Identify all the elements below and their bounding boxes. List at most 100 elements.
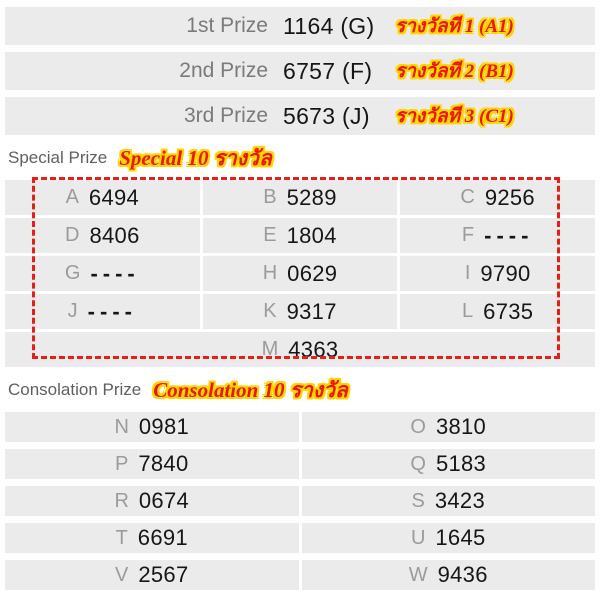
prize-grid-row: A 6494 B5289 C 9256 xyxy=(5,180,595,215)
prize-cell: I 9790 xyxy=(400,256,595,291)
consolation-prize-heading: Consolation Prize Consolation 10 รางวัล xyxy=(8,377,600,403)
prize-letter: N xyxy=(114,416,128,439)
prize-letter: A xyxy=(66,186,79,209)
prize-number: 3423 xyxy=(435,488,485,514)
prize-grid-row: N 0981 O 3810 xyxy=(5,412,595,442)
prize-grid-row: M 4363 xyxy=(5,332,595,367)
special-prize-highlight: Special 10 รางวัล xyxy=(119,142,271,175)
prize-rank-label: 3rd Prize xyxy=(5,104,268,128)
prize-number: 0674 xyxy=(139,488,189,514)
prize-cell: H 0629 xyxy=(203,256,398,291)
prize-cell: W 9436 xyxy=(302,560,596,590)
prize-rank-label: 2nd Prize xyxy=(5,59,268,83)
prize-grid-row: P 7840 Q 5183 xyxy=(5,449,595,479)
prize-number: 3810 xyxy=(436,414,486,440)
prize-number: ---- xyxy=(484,223,533,249)
special-prize-label: Special Prize xyxy=(8,148,107,168)
prize-number: ---- xyxy=(90,261,139,287)
prize-cell: T 6691 xyxy=(5,523,299,553)
prize-number: 6494 xyxy=(89,185,139,211)
prize-number: 1645 xyxy=(435,525,485,551)
prize-number: 8406 xyxy=(89,223,139,249)
prize-number: 5673 (J) xyxy=(283,103,381,130)
prize-letter: G xyxy=(65,262,81,285)
prize-row: 1st Prize 1164 (G) รางวัลที 1 (A1) xyxy=(5,7,595,45)
prize-letter: H xyxy=(263,262,277,285)
prize-number: 6735 xyxy=(483,299,533,325)
consolation-prize-label: Consolation Prize xyxy=(8,380,141,400)
prize-letter: C xyxy=(460,186,474,209)
prize-number: 6757 (F) xyxy=(283,58,381,85)
prize-row: 3rd Prize 5673 (J) รางวัลที 3 (C1) xyxy=(5,97,595,135)
prize-cell: O 3810 xyxy=(302,412,596,442)
prize-letter: Q xyxy=(410,453,426,476)
prize-number: 5289 xyxy=(287,185,337,211)
consolation-prize-highlight: Consolation 10 รางวัล xyxy=(153,374,348,407)
prize-number: 5183 xyxy=(436,451,486,477)
prize-number: 9436 xyxy=(438,562,488,588)
prize-number: 9790 xyxy=(480,261,530,287)
prize-cell: L 6735 xyxy=(400,294,595,329)
prize-cell: F ---- xyxy=(400,218,595,253)
prize-grid-row: D 8406 E 1804 F ---- xyxy=(5,218,595,253)
prize-cell: V 2567 xyxy=(5,560,299,590)
prize-letter: M xyxy=(262,338,279,361)
special-prize-heading: Special Prize Special 10 รางวัล xyxy=(8,145,600,171)
prize-letter: O xyxy=(410,416,426,439)
prize-letter: S xyxy=(412,490,425,513)
prize-cell: A 6494 xyxy=(5,180,200,215)
prize-cell: G ---- xyxy=(5,256,200,291)
prize-letter: I xyxy=(465,262,471,285)
prize-cell: S 3423 xyxy=(302,486,596,516)
prize-rank-label: 1st Prize xyxy=(5,14,268,38)
prize-cell: P 7840 xyxy=(5,449,299,479)
prize-grid-row: T 6691 U 1645 xyxy=(5,523,595,553)
prize-number: 0629 xyxy=(287,261,337,287)
prize-number: 7840 xyxy=(138,451,188,477)
consolation-prize-rows: N 0981 O 3810 P 7840 Q 5183 R 0674 S 3423 T 6691 U 1645… xyxy=(0,412,600,590)
prize-cell: B5289 xyxy=(203,180,398,215)
prize-letter: L xyxy=(462,300,473,323)
prize-thai-highlight: รางวัลที 1 (A1) xyxy=(395,11,514,41)
prize-cell: N 0981 xyxy=(5,412,299,442)
prize-number: 9317 xyxy=(287,299,337,325)
prize-grid-row: V 2567 W 9436 xyxy=(5,560,595,590)
prize-letter: J xyxy=(68,300,78,323)
prize-number: 0981 xyxy=(139,414,189,440)
top-prizes-section: 1st Prize 1164 (G) รางวัลที 1 (A1) 2nd Priz… xyxy=(0,0,600,135)
prize-grid-row: G ---- H 0629 I 9790 xyxy=(5,256,595,291)
prize-cell: K9317 xyxy=(203,294,398,329)
prize-cell: R 0674 xyxy=(5,486,299,516)
prize-number: 4363 xyxy=(288,337,338,363)
prize-cell: M 4363 xyxy=(5,332,595,367)
prize-number: 6691 xyxy=(138,525,188,551)
prize-row: 2nd Prize 6757 (F) รางวัลที 2 (B1) xyxy=(5,52,595,90)
prize-cell: C 9256 xyxy=(400,180,595,215)
prize-cell: E 1804 xyxy=(203,218,398,253)
prize-letter: P xyxy=(115,453,128,476)
prize-letter: W xyxy=(409,564,428,587)
prize-number: 9256 xyxy=(485,185,535,211)
prize-grid-row: R 0674 S 3423 xyxy=(5,486,595,516)
prize-number: ---- xyxy=(88,299,137,325)
prize-letter: U xyxy=(411,527,425,550)
lottery-results-page: 1st Prize 1164 (G) รางวัลที 1 (A1) 2nd Priz… xyxy=(0,0,600,600)
prize-cell: U 1645 xyxy=(302,523,596,553)
prize-number: 2567 xyxy=(138,562,188,588)
prize-cell: D 8406 xyxy=(5,218,200,253)
prize-letter: V xyxy=(115,564,128,587)
prize-letter: F xyxy=(462,224,474,247)
special-prize-grid: A 6494 B5289 C 9256 D 8406 E 1804 F ---- G ---- H 0629… xyxy=(0,180,600,367)
prize-letter: D xyxy=(65,224,79,247)
prize-letter: E xyxy=(263,224,276,247)
prize-number: 1804 xyxy=(287,223,337,249)
prize-letter: T xyxy=(116,527,128,550)
prize-cell: Q 5183 xyxy=(302,449,596,479)
prize-number: 1164 (G) xyxy=(283,13,381,40)
special-prize-rows: A 6494 B5289 C 9256 D 8406 E 1804 F ---- G ---- H 0629… xyxy=(0,180,600,367)
prize-grid-row: J ---- K9317 L 6735 xyxy=(5,294,595,329)
prize-cell: J ---- xyxy=(5,294,200,329)
prize-thai-highlight: รางวัลที 2 (B1) xyxy=(395,56,514,86)
prize-thai-highlight: รางวัลที 3 (C1) xyxy=(395,101,514,131)
prize-letter: R xyxy=(114,490,128,513)
